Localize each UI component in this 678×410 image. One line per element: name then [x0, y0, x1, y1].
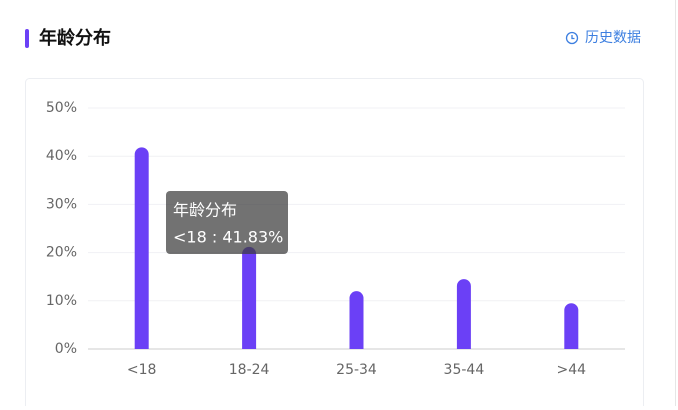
x-tick-label: >44 [557, 362, 587, 378]
bar [349, 291, 364, 349]
history-link-text[interactable]: 历史数据 [585, 30, 641, 46]
x-tick-label: 25-34 [336, 362, 377, 378]
y-tick-label: 40% [46, 148, 77, 164]
x-tick-label: <18 [127, 362, 157, 378]
card [25, 78, 644, 410]
bar [242, 246, 257, 349]
tooltip-text: <18 : 41.83% [173, 228, 283, 247]
title-marker [25, 29, 29, 48]
y-tick-label: 30% [46, 196, 77, 212]
x-tick-label: 18-24 [229, 362, 270, 378]
tooltip: 年龄分布 <18 : 41.83% [166, 191, 288, 254]
clock-icon [565, 31, 579, 45]
tooltip-box [166, 191, 288, 254]
history-link[interactable]: 历史数据 [565, 30, 642, 46]
y-tick-label: 10% [46, 293, 77, 309]
bar [456, 279, 471, 349]
y-tick-label: 50% [46, 100, 77, 116]
y-tick-label: 0% [55, 341, 77, 357]
clock-hand [571, 35, 575, 40]
bar [564, 303, 579, 349]
tooltip-title: 年龄分布 [173, 201, 237, 220]
bar [134, 147, 149, 349]
y-tick-label: 20% [46, 245, 77, 261]
title: 年龄分布 [39, 27, 111, 49]
x-tick-label: 35-44 [444, 362, 485, 378]
plot: 0% 10% 20% 30% 40% 50% <18 18-24 25-34 35-44 >44 [46, 100, 625, 378]
